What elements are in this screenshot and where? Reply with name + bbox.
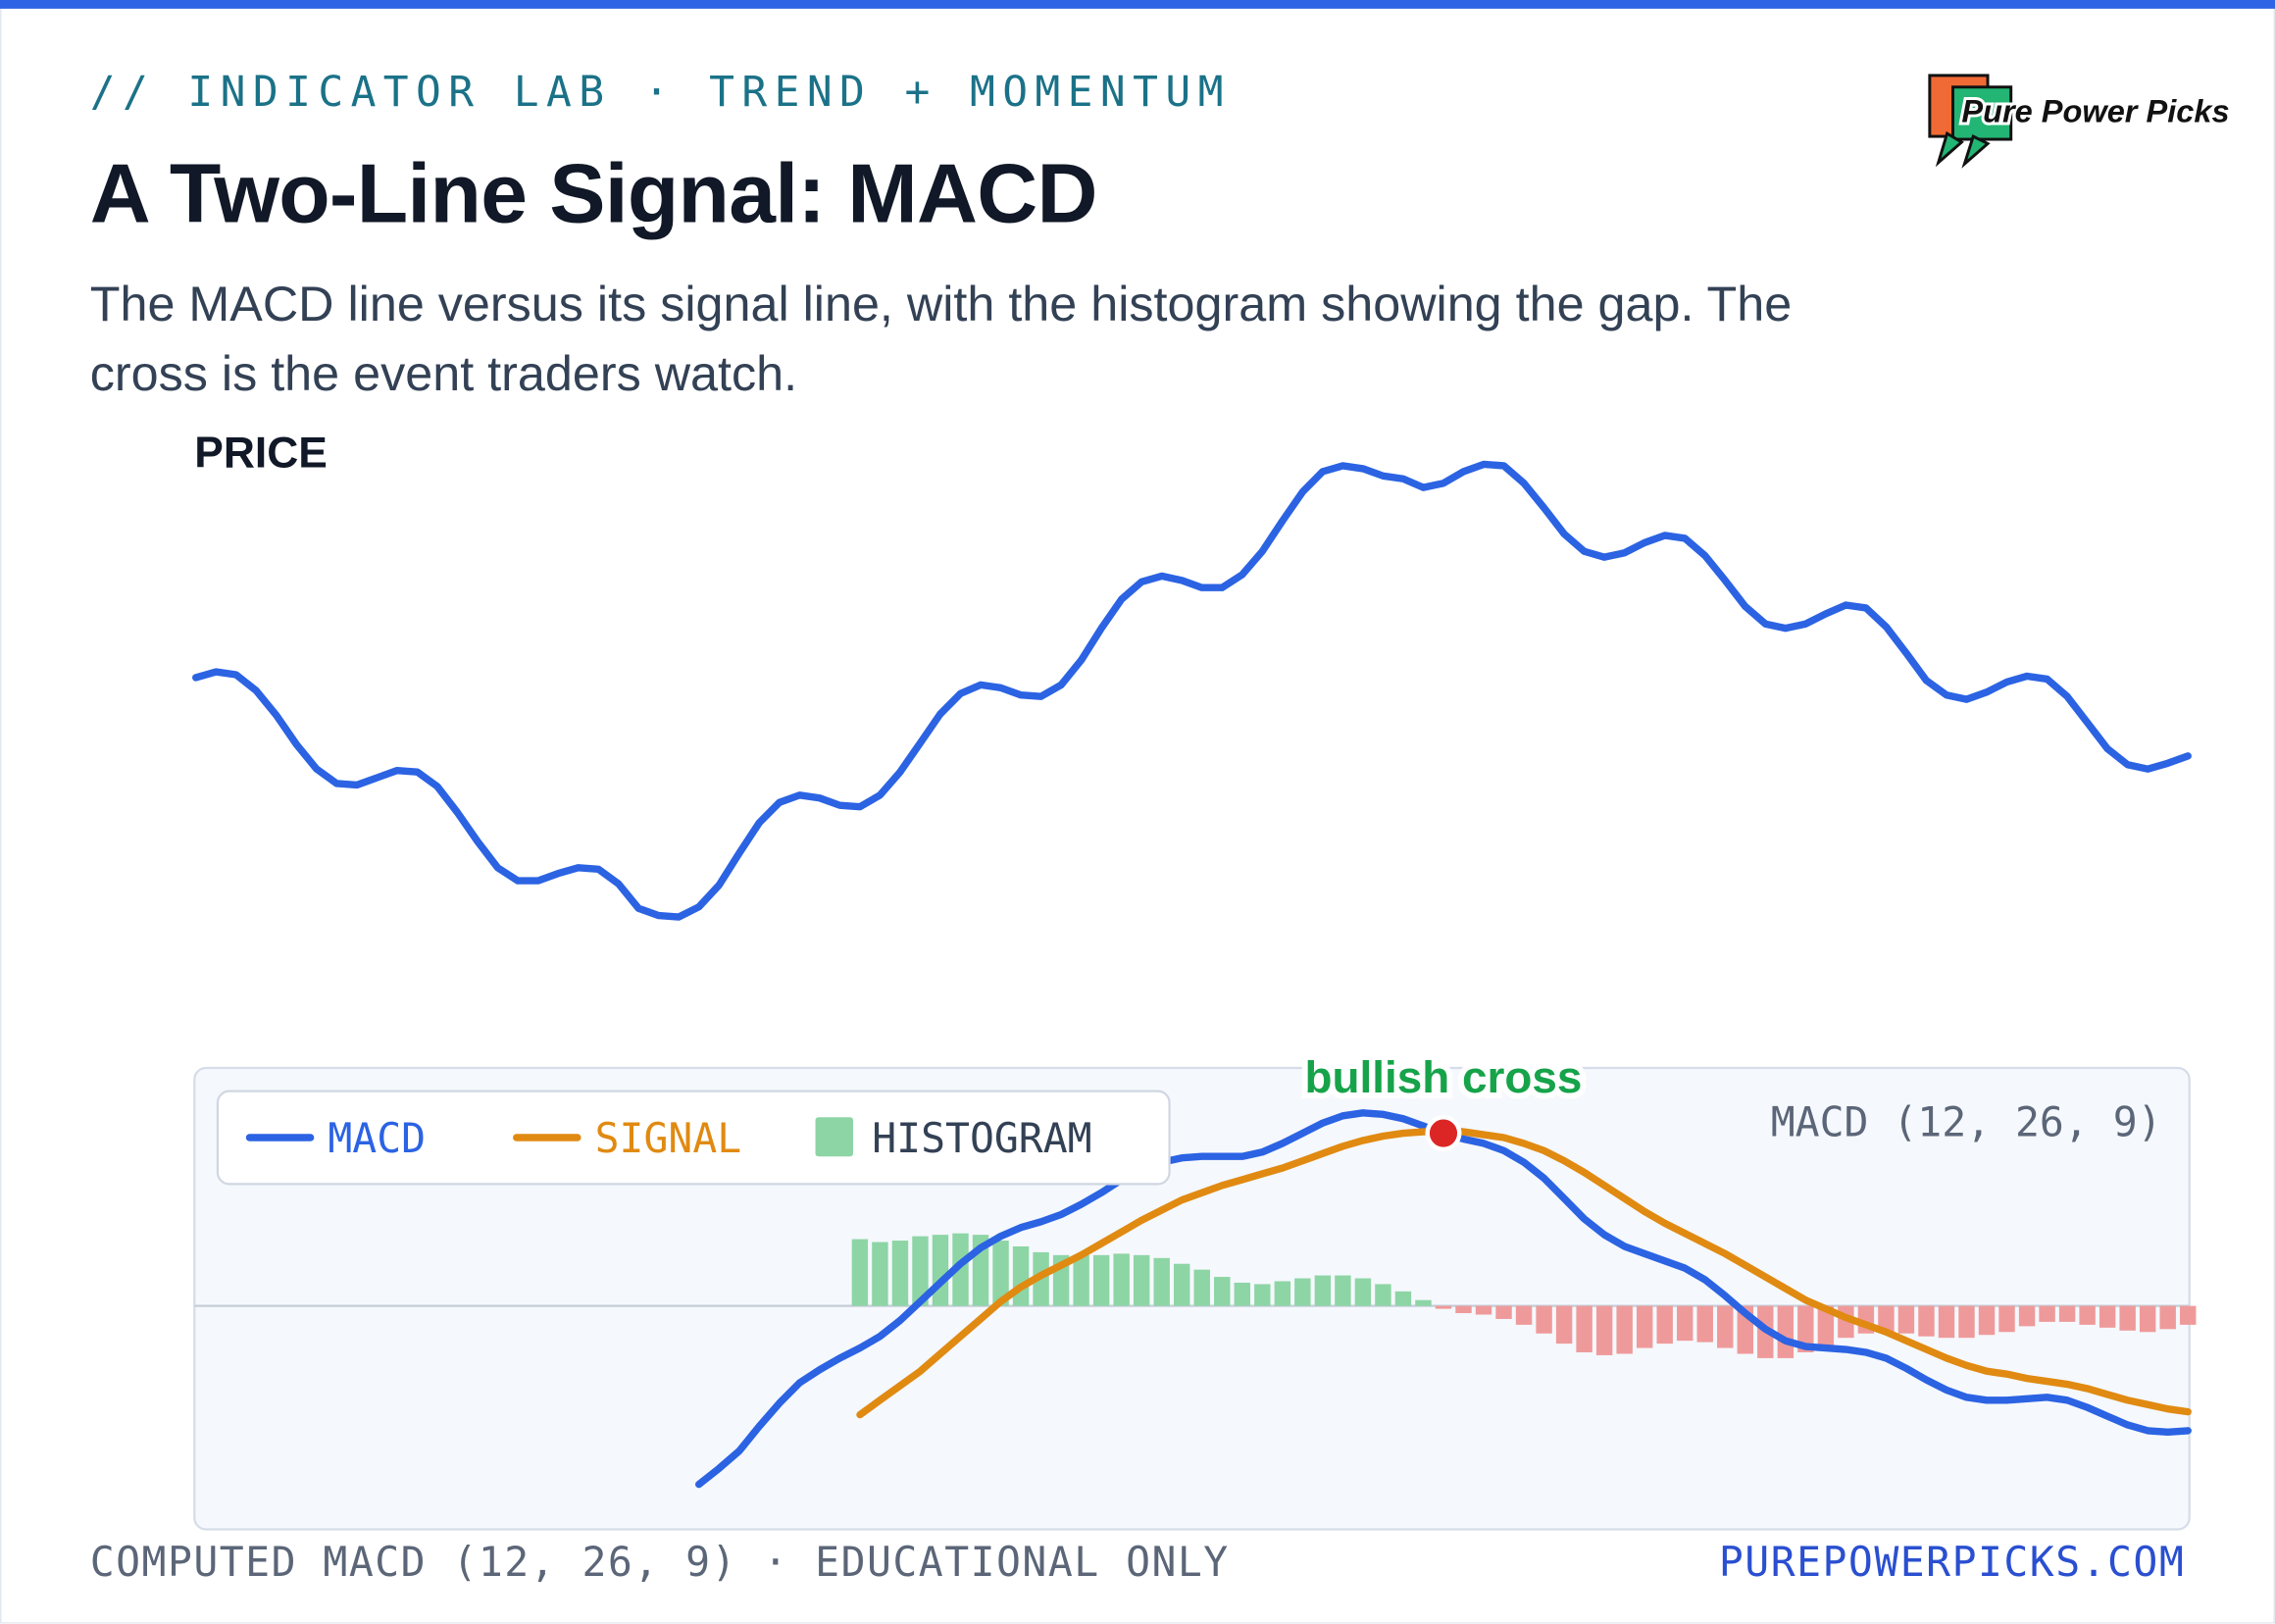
histogram-bar [1455, 1305, 1472, 1314]
histogram-bar [1897, 1305, 1915, 1334]
histogram-bar [1677, 1305, 1694, 1342]
histogram-bar [1153, 1257, 1170, 1306]
legend-box [216, 1090, 1171, 1186]
histogram-bar [1576, 1305, 1592, 1352]
histogram-bar [1394, 1291, 1412, 1306]
histogram-bar [1656, 1305, 1673, 1345]
histogram-bar [1555, 1305, 1573, 1345]
histogram-bar [2058, 1305, 2076, 1322]
top-bar [0, 0, 2275, 9]
logo-bolt [1935, 130, 1991, 169]
histogram-bar [1234, 1282, 1250, 1306]
histogram-bar [2018, 1305, 2036, 1327]
series-line [192, 460, 2192, 921]
logo: Pure Power Picks [1928, 74, 2233, 169]
histogram-bar [2039, 1305, 2055, 1322]
footer-left: COMPUTED MACD (12, 26, 9) · EDUCATIONAL … [90, 1539, 1230, 1586]
histogram-bar [1536, 1305, 1552, 1334]
histogram-bar [1938, 1305, 1955, 1339]
histogram-bar [2159, 1305, 2176, 1330]
histogram-bar [1193, 1269, 1210, 1306]
histogram-bar [891, 1241, 909, 1306]
histogram-bar [1958, 1305, 1975, 1339]
kicker: // INDICATOR LAB · TREND + MOMENTUM [89, 67, 1231, 117]
panel-label: PRICE [194, 429, 328, 477]
histogram-bar [1817, 1305, 1835, 1345]
histogram-bar [1475, 1305, 1492, 1315]
histogram-bar [1797, 1305, 1814, 1352]
histogram-bar [1777, 1305, 1795, 1358]
histogram-bar [1073, 1254, 1089, 1306]
histogram-bar [1918, 1305, 1935, 1337]
histogram-bar [872, 1242, 888, 1306]
histogram-bar [1214, 1277, 1231, 1306]
histogram-bar [1174, 1263, 1190, 1306]
histogram-bar [1616, 1305, 1633, 1354]
annotation: bullish cross [1305, 1051, 1583, 1102]
histogram-bar [1717, 1305, 1734, 1348]
histogram-bar [1354, 1278, 1372, 1306]
histogram-bar [1294, 1278, 1311, 1306]
histogram-bar [1978, 1305, 1996, 1336]
series-line [856, 1126, 2192, 1419]
histogram-bar [2139, 1305, 2156, 1333]
histogram-bar [932, 1235, 949, 1306]
subtitle: The MACD line versus its signal line, wi… [89, 277, 1793, 402]
histogram-bar [1415, 1299, 1432, 1306]
histogram-bar [1515, 1305, 1533, 1325]
histogram-bar [1435, 1305, 1452, 1309]
panel-label: MACD (12, 26, 9) [1771, 1099, 2162, 1146]
title: A Two-Line Signal: MACD [89, 146, 1098, 241]
histogram-bar [1595, 1305, 1613, 1355]
histogram-bar [2098, 1305, 2116, 1328]
histogram-bar [1998, 1305, 2015, 1333]
footer-right: PUREPOWERPICKS.COM [1719, 1539, 2185, 1586]
histogram-bar [1375, 1284, 1391, 1306]
histogram-bar [1314, 1275, 1332, 1306]
histogram-bar [2119, 1305, 2136, 1331]
histogram-bar [1012, 1245, 1030, 1306]
histogram-bar [952, 1233, 969, 1306]
histogram-bar [1133, 1254, 1150, 1306]
histogram-bar [1636, 1305, 1653, 1348]
histogram-bar [1113, 1253, 1130, 1306]
histogram-bar [1274, 1281, 1291, 1306]
cross-marker [1425, 1115, 1462, 1152]
legend-swatch [815, 1117, 854, 1157]
histogram-bar [912, 1236, 929, 1306]
histogram-bar [1495, 1305, 1512, 1319]
histogram-bar [851, 1239, 869, 1306]
histogram-bar [2180, 1305, 2197, 1325]
histogram-bar [1878, 1305, 1895, 1333]
logo-text: Pure Power Picks [1961, 93, 2229, 128]
histogram-bar [2079, 1305, 2096, 1325]
histogram-bar [1335, 1275, 1351, 1306]
histogram-bar [1696, 1305, 1713, 1343]
legend-label: SIGNAL [595, 1115, 742, 1162]
histogram-bar [992, 1241, 1009, 1306]
legend-label: HISTOGRAM [872, 1115, 1091, 1162]
histogram-bar [1254, 1284, 1271, 1306]
legend-label: MACD [328, 1115, 426, 1162]
histogram-bar [1092, 1254, 1110, 1306]
